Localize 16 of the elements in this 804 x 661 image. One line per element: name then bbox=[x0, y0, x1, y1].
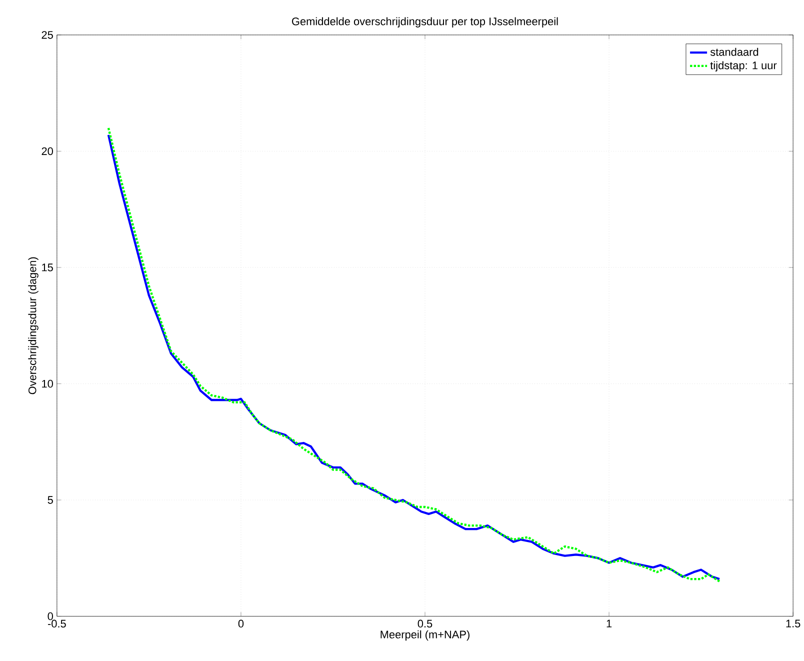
y-axis-title: Overschrijdingsduur (dagen) bbox=[28, 257, 38, 394]
chart-title: Gemiddelde overschrijdingsduur per top IJsselmeerpeil bbox=[292, 17, 558, 28]
y-tick-label: 10 bbox=[42, 380, 53, 388]
x-axis-title: Meerpeil (m+NAP) bbox=[380, 630, 470, 640]
y-tick-label: 15 bbox=[42, 264, 53, 272]
x-tick-label: 1.5 bbox=[786, 620, 800, 628]
x-tick-label: 0.5 bbox=[418, 620, 432, 628]
y-tick-label: 0 bbox=[48, 612, 53, 620]
legend-label: standaard bbox=[710, 48, 758, 56]
y-tick-label: 20 bbox=[42, 147, 53, 155]
x-tick-label: 1 bbox=[606, 620, 612, 628]
legend-label: tijdstap: 1 uur bbox=[710, 61, 777, 72]
y-tick-label: 5 bbox=[48, 496, 53, 504]
x-tick-label: 0 bbox=[238, 620, 244, 628]
y-tick-label: 25 bbox=[42, 30, 53, 39]
x-tick-label: -0.5 bbox=[48, 620, 66, 628]
